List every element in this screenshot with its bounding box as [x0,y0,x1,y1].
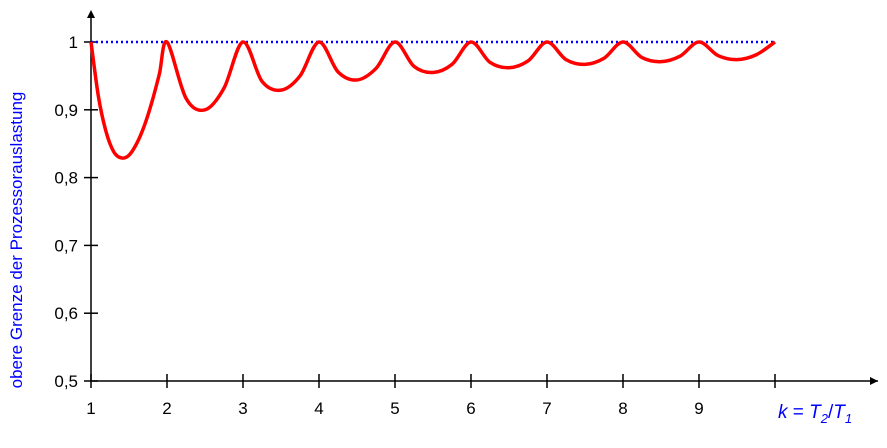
x-tick-label: 8 [618,399,627,418]
x-axis-label: k = T2/T1 [778,402,852,426]
x-tick-label: 7 [542,399,551,418]
y-axis-arrow [87,10,95,18]
x-tick-label: 9 [694,399,703,418]
y-axis-label: obere Grenze der Prozessorauslastung [7,92,26,389]
y-tick-label: 0,5 [54,372,78,391]
y-tick-label: 0,8 [54,169,78,188]
y-tick-label: 0,9 [54,101,78,120]
x-tick-label: 2 [162,399,171,418]
x-axis-arrow [870,377,878,385]
y-tick-label: 0,6 [54,304,78,323]
x-tick-label: 6 [466,399,475,418]
x-tick-label: 1 [86,399,95,418]
x-tick-label: 4 [314,399,323,418]
x-tick-label: 5 [390,399,399,418]
axes [87,10,878,385]
y-tick-label: 1 [69,33,78,52]
ticks: 1 2 3 4 5 6 7 8 9 0,5 0,6 0,7 0,8 0,9 1 [54,33,776,418]
series-group [89,40,777,160]
series-line [89,40,777,160]
y-tick-label: 0,7 [54,236,78,255]
x-tick-label: 3 [238,399,247,418]
